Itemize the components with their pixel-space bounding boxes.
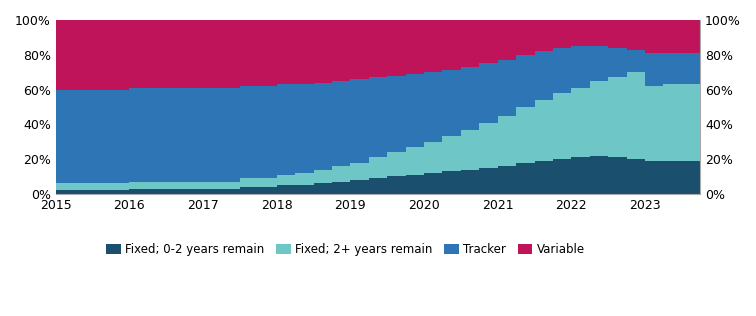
Legend: Fixed; 0-2 years remain, Fixed; 2+ years remain, Tracker, Variable: Fixed; 0-2 years remain, Fixed; 2+ years… bbox=[102, 238, 590, 260]
